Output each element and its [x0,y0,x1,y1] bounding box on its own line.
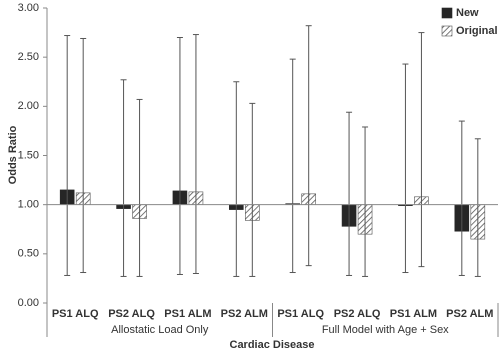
y-axis-title: Odds Ratio [7,125,19,184]
x-tick-label: PS2 ALM [221,308,268,320]
y-tick-label: 0.50 [18,248,39,260]
x-tick-label: PS2 ALQ [108,308,155,320]
y-tick-label: 1.50 [18,149,39,161]
group-label: Full Model with Age + Sex [322,324,449,336]
y-tick-label: 2.00 [18,100,39,112]
y-tick-label: 3.00 [18,2,39,14]
x-tick-label: PS1 ALQ [52,308,99,320]
x-tick-label: PS1 ALM [164,308,211,320]
legend-swatch [441,7,453,19]
legend-label: Original [456,25,498,37]
x-tick-label: PS2 ALM [446,308,493,320]
x-axis-title: Cardiac Disease [230,339,315,351]
y-tick-label: 1.00 [18,199,39,211]
x-tick-label: PS1 ALM [390,308,437,320]
y-tick-label: 2.50 [18,51,39,63]
legend-swatch [441,25,453,37]
legend-label: New [456,7,479,19]
group-label: Allostatic Load Only [111,324,209,336]
x-tick-label: PS1 ALQ [277,308,324,320]
y-tick-label: 0.00 [18,297,39,309]
x-tick-label: PS2 ALQ [334,308,381,320]
